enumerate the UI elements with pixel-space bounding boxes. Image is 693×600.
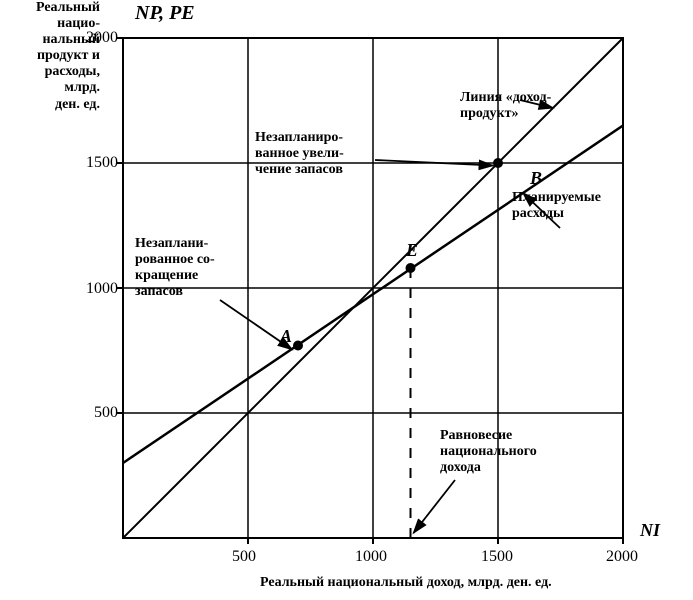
- y-tick: 2000: [70, 29, 118, 47]
- anno-unplanned-increase: Незапланиро- ванное увели- чение запасов: [255, 130, 344, 178]
- anno-line: Равновесие: [440, 428, 512, 443]
- y-axis-title-line: ден. ед.: [55, 97, 100, 112]
- anno-line: дохода: [440, 460, 481, 475]
- anno-line: Планируемые: [512, 190, 601, 205]
- anno-line: продукт»: [460, 106, 518, 121]
- point-label-B: B: [530, 168, 542, 189]
- plot-svg: [0, 0, 693, 600]
- right-axis-label: NI: [640, 520, 660, 541]
- point-label-A: A: [280, 326, 292, 347]
- top-axis-label: NP, PE: [135, 2, 195, 25]
- anno-line: чение запасов: [255, 162, 343, 177]
- anno-equilibrium: Равновесие национального дохода: [440, 428, 537, 476]
- y-axis-title: Реальный нацио- нальный продукт и расход…: [0, 0, 100, 113]
- x-tick: 2000: [606, 548, 638, 566]
- chart-container: Реальный нацио- нальный продукт и расход…: [0, 0, 693, 600]
- anno-line: Незапланиро-: [255, 130, 343, 145]
- y-tick: 1500: [70, 154, 118, 172]
- y-tick: 500: [70, 404, 118, 422]
- y-tick: 1000: [70, 280, 118, 298]
- x-tick: 1000: [355, 548, 387, 566]
- anno-unplanned-decrease: Незаплани- рованное со- кращение запасов: [135, 236, 215, 300]
- anno-line: национального: [440, 444, 537, 459]
- y-axis-title-line: расходы,: [45, 64, 100, 79]
- anno-line: рованное со-: [135, 252, 215, 267]
- anno-line: ванное увели-: [255, 146, 344, 161]
- anno-line: кращение: [135, 268, 198, 283]
- x-axis-title: Реальный национальный доход, млрд. ден. …: [260, 575, 552, 591]
- anno-line: Линия «доход-: [460, 90, 551, 105]
- x-tick: 500: [232, 548, 256, 566]
- point-label-E: E: [406, 240, 418, 261]
- y-axis-title-line: продукт и: [37, 48, 100, 63]
- x-tick: 1500: [481, 548, 513, 566]
- anno-planned-expenditure: Планируемые расходы: [512, 190, 601, 222]
- y-axis-title-line: Реальный: [36, 0, 100, 15]
- anno-income-product-line: Линия «доход- продукт»: [460, 90, 551, 122]
- anno-line: запасов: [135, 284, 183, 299]
- y-axis-title-line: млрд.: [64, 80, 100, 95]
- anno-line: Незаплани-: [135, 236, 208, 251]
- anno-line: расходы: [512, 206, 564, 221]
